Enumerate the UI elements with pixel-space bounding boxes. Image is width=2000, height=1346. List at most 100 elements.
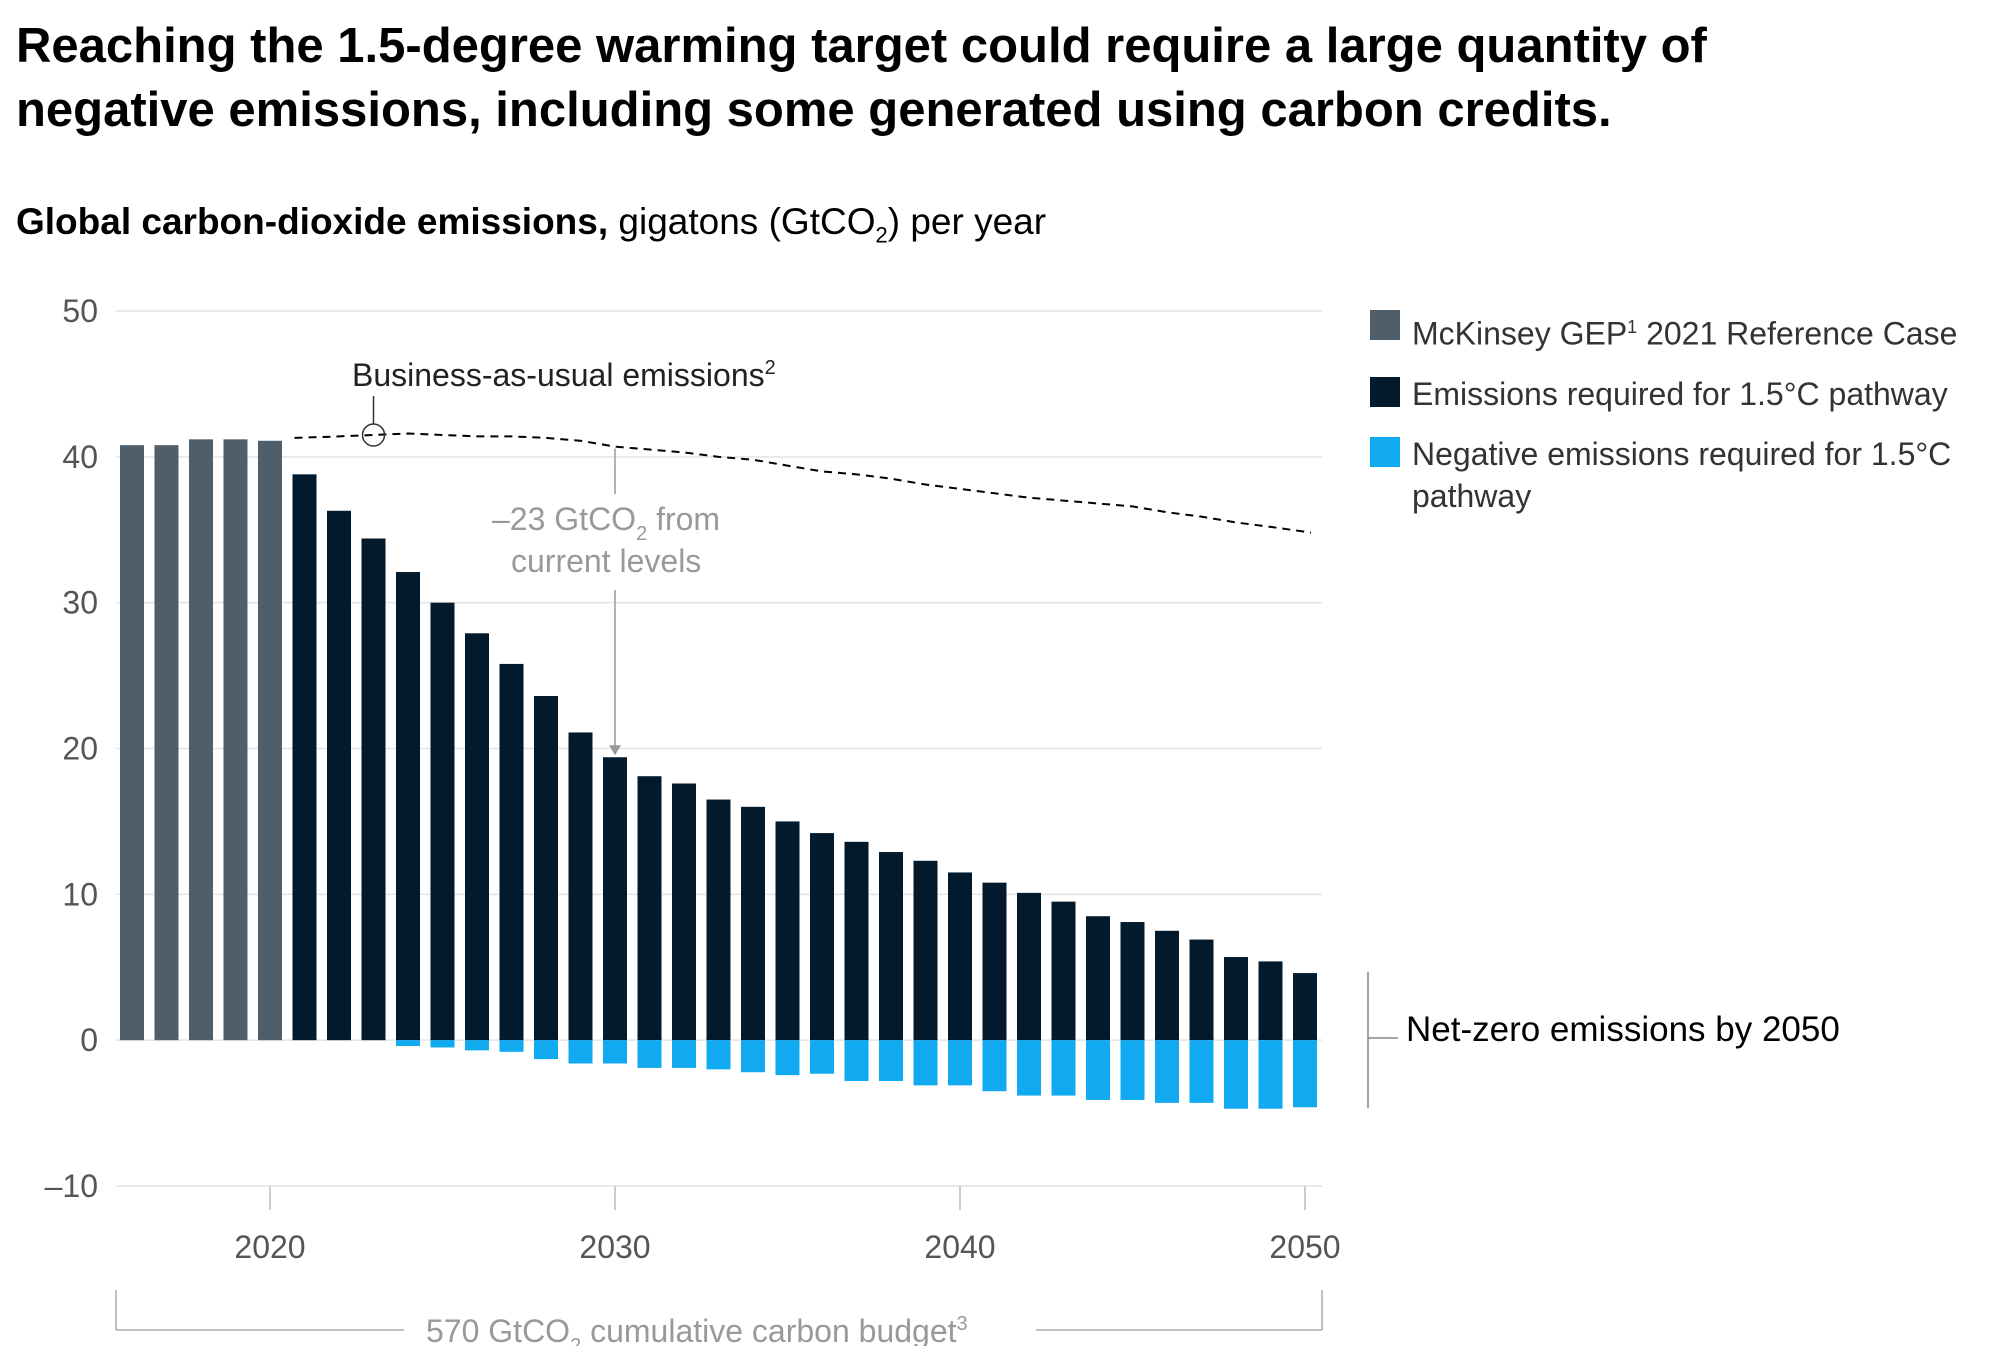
reduction-arrowhead: [609, 745, 621, 756]
budget-text-a: 570 GtCO: [426, 1313, 570, 1346]
legend-item-required-emissions: Emissions required for 1.5°C pathway: [1370, 373, 1990, 415]
budget-annotation: 570 GtCO2 cumulative carbon budget3: [426, 1313, 968, 1346]
net-zero-bracket: [1367, 972, 1398, 1108]
bar-negative-2043: [1051, 1040, 1076, 1096]
chart-title: Reaching the 1.5-degree warming target c…: [16, 19, 1707, 137]
bar-negative-2034: [741, 1040, 765, 1073]
bar-reference-2019: [223, 439, 248, 1041]
bar-required-2034: [741, 806, 765, 1041]
bar-negative-2050: [1293, 1040, 1317, 1108]
reduction-text-a: –23 GtCO: [492, 501, 636, 537]
bar-required-2050: [1293, 973, 1317, 1041]
bau-annotation: Business-as-usual emissions2: [352, 357, 776, 393]
x-tick-label: 2030: [579, 1229, 650, 1265]
bar-negative-2047: [1189, 1040, 1214, 1103]
bar-negative-2029: [568, 1040, 593, 1064]
legend-label-required: Emissions required for 1.5°C pathway: [1412, 375, 1948, 412]
bar-required-2042: [1017, 892, 1041, 1041]
bar-required-2027: [499, 663, 524, 1041]
bar-negative-2048: [1224, 1040, 1248, 1109]
net-zero-label: Net-zero emissions by 2050: [1406, 1010, 1840, 1049]
bar-negative-2046: [1155, 1040, 1179, 1103]
budget-sup: 3: [957, 1313, 968, 1335]
bar-required-2025: [430, 602, 455, 1041]
bar-required-2028: [534, 696, 558, 1041]
y-tick-label: 0: [80, 1022, 98, 1058]
chart-subtitle: Global carbon-dioxide emissions, gigaton…: [16, 198, 1046, 259]
bar-negative-2040: [948, 1040, 972, 1086]
legend-swatch-reference: [1370, 310, 1400, 340]
bar-required-2038: [879, 852, 903, 1041]
business-as-usual-line: [294, 432, 1312, 534]
bar-negative-2035: [775, 1040, 800, 1076]
y-tick-label: 30: [62, 585, 98, 621]
bar-required-2032: [672, 783, 696, 1041]
y-tick-label: 50: [62, 293, 98, 329]
subtitle-end: ) per year: [887, 201, 1047, 242]
bar-negative-2038: [879, 1040, 903, 1081]
bar-negative-2033: [706, 1040, 731, 1070]
bar-reference-2017: [154, 445, 179, 1041]
x-tick-label: 2040: [924, 1229, 995, 1265]
legend-label-negative: Negative emissions required for 1.5°C pa…: [1412, 435, 1952, 514]
legend-sup-reference: 1: [1627, 317, 1638, 337]
bar-negative-2027: [499, 1040, 524, 1052]
bar-negative-2042: [1017, 1040, 1041, 1096]
bau-text: Business-as-usual emissions: [352, 357, 765, 393]
y-tick-label: 10: [62, 876, 98, 912]
bar-required-2024: [396, 572, 420, 1041]
bar-negative-2039: [913, 1040, 938, 1086]
budget-text-b: cumulative carbon budget: [581, 1313, 956, 1346]
x-tick-label: 2020: [234, 1229, 305, 1265]
legend-swatch-required: [1370, 376, 1400, 407]
bau-sup: 2: [765, 357, 776, 379]
bar-required-2040: [948, 872, 972, 1041]
bar-negative-2025: [430, 1040, 455, 1048]
bar-required-2047: [1189, 939, 1214, 1041]
bar-negative-2049: [1258, 1040, 1283, 1109]
legend-label-reference: McKinsey GEP: [1412, 315, 1628, 352]
bar-required-2043: [1051, 901, 1076, 1041]
subtitle-units: gigatons (GtCO: [608, 201, 876, 242]
bar-negative-2044: [1086, 1040, 1110, 1100]
reduction-annotation-line2: current levels: [511, 543, 701, 579]
budget-sub: 2: [570, 1335, 581, 1346]
bar-required-2033: [706, 799, 731, 1041]
x-axis: 2020 2030 2040 2050: [234, 1186, 1341, 1265]
bar-reference-2018: [189, 439, 213, 1041]
bar-negative-2036: [810, 1040, 834, 1074]
bar-negative-2031: [637, 1040, 662, 1068]
bar-negative-2024: [396, 1040, 420, 1046]
bar-negative-2032: [672, 1040, 696, 1068]
bar-required-2048: [1224, 957, 1248, 1041]
bar-required-2046: [1155, 930, 1179, 1041]
legend-item-reference-case: McKinsey GEP1 2021 Reference Case: [1370, 306, 1990, 355]
bar-required-2021: [292, 474, 317, 1041]
x-tick-label: 2050: [1269, 1229, 1340, 1265]
bar-required-2045: [1120, 922, 1145, 1041]
bar-required-2026: [465, 633, 489, 1041]
legend: McKinsey GEP1 2021 Reference Case Emissi…: [1370, 306, 1990, 535]
bar-negative-2045: [1120, 1040, 1145, 1100]
legend-swatch-negative: [1370, 436, 1400, 467]
y-axis-ticks: 50 40 30 20 10 0 –10: [45, 293, 98, 1204]
bar-required-2036: [810, 833, 834, 1041]
bar-required-2030: [603, 757, 627, 1041]
y-tick-label: 40: [62, 439, 98, 475]
bar-negative-2026: [465, 1040, 489, 1051]
reduction-annotation-line1: –23 GtCO2 from: [492, 501, 720, 545]
bar-reference-2016: [120, 445, 144, 1041]
bar-required-2022: [327, 510, 351, 1041]
subtitle-bold: Global carbon-dioxide emissions,: [16, 201, 609, 242]
legend-label-reference-end: 2021 Reference Case: [1637, 315, 1958, 352]
bar-required-2029: [568, 732, 593, 1041]
legend-item-negative-emissions: Negative emissions required for 1.5°C pa…: [1370, 433, 1972, 517]
bar-required-2049: [1258, 961, 1283, 1041]
bar-required-2035: [775, 821, 800, 1041]
bar-required-2041: [982, 882, 1007, 1041]
bar-negative-2030: [603, 1040, 627, 1064]
y-tick-label: 20: [62, 731, 98, 767]
reduction-sub: 2: [636, 523, 647, 545]
bar-negative-2041: [982, 1040, 1007, 1092]
